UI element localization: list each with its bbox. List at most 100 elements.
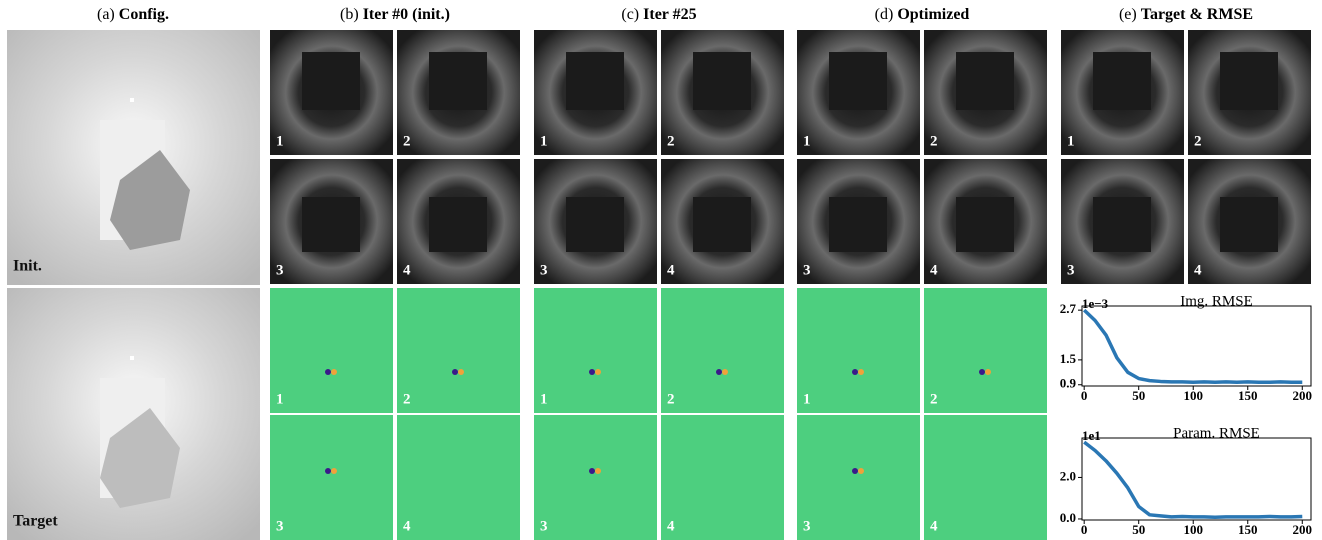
panel-prefix: (a) bbox=[97, 6, 115, 23]
cell-label: 1 bbox=[803, 133, 811, 149]
render-window bbox=[429, 52, 487, 110]
render-window bbox=[829, 197, 887, 252]
render-window bbox=[302, 197, 360, 252]
cell-label: 4 bbox=[667, 518, 675, 534]
config-label: Init. bbox=[13, 258, 42, 275]
y-tick-label: 0.9 bbox=[1060, 376, 1077, 391]
error-image bbox=[924, 415, 1047, 540]
series-line bbox=[1084, 442, 1302, 517]
panel-header: (c) Iter #25 bbox=[621, 6, 696, 23]
cell-label: 3 bbox=[540, 262, 548, 278]
error-blob bbox=[331, 369, 337, 375]
error-blob bbox=[331, 468, 337, 474]
error-image bbox=[397, 288, 520, 413]
render-window bbox=[429, 197, 487, 252]
x-tick-label: 150 bbox=[1238, 388, 1258, 403]
x-tick-label: 150 bbox=[1238, 522, 1258, 537]
y-tick-label: 1.5 bbox=[1060, 351, 1077, 366]
render-window bbox=[956, 197, 1014, 252]
error-blob bbox=[325, 369, 331, 375]
cell-label: 4 bbox=[667, 262, 675, 278]
error-blob bbox=[325, 468, 331, 474]
panel-prefix: (e) bbox=[1119, 6, 1137, 23]
cell-label: 1 bbox=[540, 391, 548, 407]
panel-title: Config. bbox=[119, 6, 169, 23]
render-window bbox=[566, 197, 624, 252]
cell-label: 2 bbox=[403, 391, 411, 407]
error-image bbox=[270, 288, 393, 413]
error-image bbox=[534, 415, 657, 540]
render-window bbox=[1093, 197, 1151, 252]
cell-label: 3 bbox=[803, 262, 811, 278]
error-blob bbox=[858, 468, 864, 474]
panel-header: (b) Iter #0 (init.) bbox=[340, 6, 450, 23]
error-image bbox=[534, 288, 657, 413]
panel-title: Iter #0 (init.) bbox=[363, 6, 450, 23]
panel-prefix: (d) bbox=[875, 6, 894, 23]
config-light bbox=[130, 356, 134, 360]
cell-label: 1 bbox=[803, 391, 811, 407]
error-blob bbox=[589, 369, 595, 375]
error-blob bbox=[858, 369, 864, 375]
cell-label: 2 bbox=[403, 133, 411, 149]
panel-header: (a) Config. bbox=[97, 6, 169, 23]
x-tick-label: 0 bbox=[1081, 388, 1088, 403]
error-blob bbox=[452, 369, 458, 375]
cell-label: 4 bbox=[1194, 262, 1202, 278]
cell-label: 4 bbox=[403, 262, 411, 278]
y-tick-label: 0.0 bbox=[1060, 510, 1076, 525]
cell-label: 2 bbox=[1194, 133, 1202, 149]
offset-label: 1e−3 bbox=[1082, 296, 1109, 311]
error-blob bbox=[716, 369, 722, 375]
cell-label: 3 bbox=[276, 262, 284, 278]
error-blob bbox=[979, 369, 985, 375]
panel-title: Target & RMSE bbox=[1141, 6, 1253, 23]
axes-frame bbox=[1082, 438, 1311, 520]
cell-label: 3 bbox=[1067, 262, 1075, 278]
offset-label: 1e1 bbox=[1082, 428, 1101, 443]
x-tick-label: 50 bbox=[1132, 522, 1145, 537]
cell-label: 3 bbox=[803, 518, 811, 534]
error-blob bbox=[852, 468, 858, 474]
chart-title: Img. RMSE bbox=[1180, 293, 1253, 309]
cell-label: 4 bbox=[930, 518, 938, 534]
render-window bbox=[566, 52, 624, 110]
panel-header: (d) Optimized bbox=[875, 6, 970, 23]
error-image bbox=[797, 288, 920, 413]
x-tick-label: 200 bbox=[1293, 388, 1313, 403]
cell-label: 2 bbox=[667, 133, 675, 149]
render-window bbox=[693, 197, 751, 252]
config-light bbox=[130, 98, 134, 102]
cell-label: 1 bbox=[276, 133, 284, 149]
panel-prefix: (b) bbox=[340, 6, 359, 23]
x-tick-label: 100 bbox=[1183, 388, 1203, 403]
axes-frame bbox=[1082, 306, 1311, 386]
error-image bbox=[397, 415, 520, 540]
x-tick-label: 100 bbox=[1183, 522, 1203, 537]
error-blob bbox=[589, 468, 595, 474]
x-tick-label: 0 bbox=[1081, 522, 1088, 537]
error-blob bbox=[595, 468, 601, 474]
cell-label: 1 bbox=[540, 133, 548, 149]
cell-label: 3 bbox=[276, 518, 284, 534]
error-image bbox=[661, 415, 784, 540]
series-line bbox=[1084, 310, 1302, 382]
error-image bbox=[661, 288, 784, 413]
panel-header: (e) Target & RMSE bbox=[1119, 6, 1253, 23]
cell-label: 1 bbox=[1067, 133, 1075, 149]
render-window bbox=[1093, 52, 1151, 110]
render-window bbox=[302, 52, 360, 110]
render-window bbox=[1220, 197, 1278, 252]
config-label: Target bbox=[13, 513, 58, 530]
render-window bbox=[829, 52, 887, 110]
figure: (a) Config. (b) Iter #0 (init.) (c) Iter #… bbox=[0, 0, 1322, 540]
error-image bbox=[270, 415, 393, 540]
error-blob bbox=[458, 369, 464, 375]
y-tick-label: 2.7 bbox=[1060, 301, 1077, 316]
panel-prefix: (c) bbox=[621, 6, 639, 23]
render-window bbox=[693, 52, 751, 110]
panel-title: Optimized bbox=[897, 6, 969, 23]
error-blob bbox=[722, 369, 728, 375]
error-blob bbox=[595, 369, 601, 375]
cell-label: 2 bbox=[930, 391, 938, 407]
